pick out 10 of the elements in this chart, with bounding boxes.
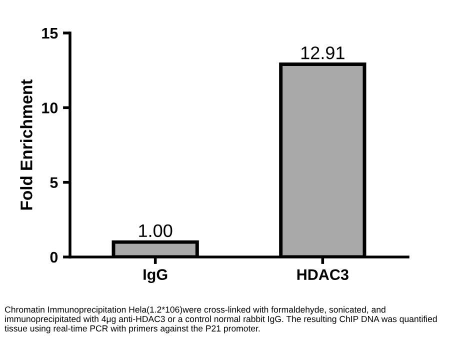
y-tick-label: 5 xyxy=(50,177,58,188)
data-label: 1.00 xyxy=(139,224,172,238)
x-tick-label: HDAC3 xyxy=(297,269,348,280)
y-tick-label: 0 xyxy=(50,252,58,263)
y-tick-label: 10 xyxy=(42,102,58,114)
x-tick-label: IgG xyxy=(144,269,168,284)
data-label: 12.91 xyxy=(301,46,344,60)
text: Chromatin Immunoprecipitation Hela(1.2*106)were cross-linked with formaldehyde, sonicated, and immunoprecipitated with 4μg anti-HDAC3 or a control normal rabbit IgG. The resulting ChIP DNA was quantified tissue using real-time PCR with primers against the P21 promoter. xyxy=(4,306,437,334)
y-tick-label: 15 xyxy=(42,28,58,39)
y-axis-title: Fold Enrichment xyxy=(20,79,32,210)
